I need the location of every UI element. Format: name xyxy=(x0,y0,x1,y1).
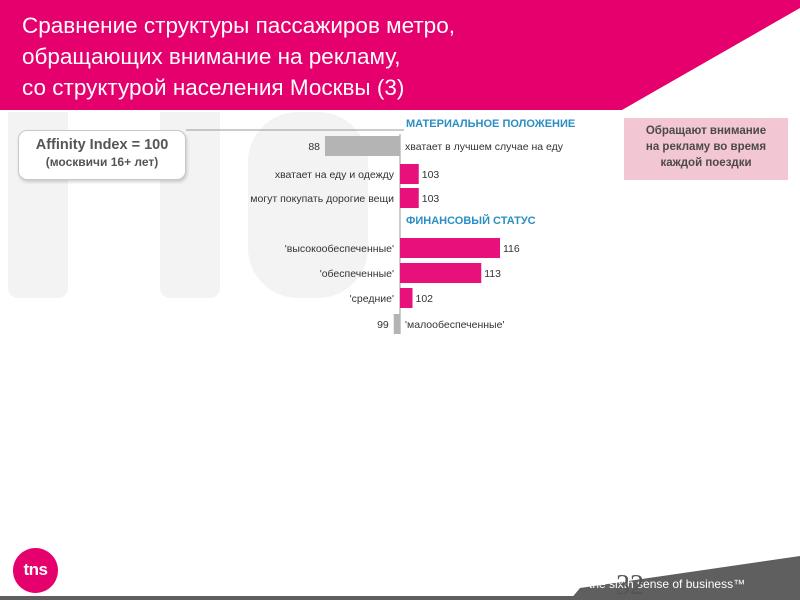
title-line: Сравнение структуры пассажиров метро, xyxy=(22,13,455,38)
bar xyxy=(325,136,400,156)
tns-logo: tns xyxy=(13,548,58,593)
value-label: 99 xyxy=(377,319,389,331)
category-label: 'высокообеспеченные' xyxy=(285,243,394,255)
value-label: 103 xyxy=(422,193,440,205)
affinity-bar-chart: МАТЕРИАЛЬНОЕ ПОЛОЖЕНИЕ хватает в лучшем с… xyxy=(186,118,575,334)
bar xyxy=(400,188,419,208)
title-line: со структурой населения Москвы (3) xyxy=(22,75,405,100)
title-line: обращающих внимание на рекламу, xyxy=(22,44,401,69)
bar xyxy=(400,164,419,184)
page-number: 32 xyxy=(616,570,644,601)
header-band xyxy=(0,0,800,110)
category-label: могут покупать дорогие вещи xyxy=(250,193,394,205)
value-label: 103 xyxy=(422,169,440,181)
section-heading: ФИНАНСОВЫЙ СТАТУС xyxy=(406,214,536,227)
audience-note: Обращают внимание на рекламу во время ка… xyxy=(624,118,788,180)
category-label: хватает на еду и одежду xyxy=(275,169,395,181)
affinity-index-box: Affinity Index = 100 (москвичи 16+ лет) xyxy=(18,130,186,180)
category-label: 'обеспеченные' xyxy=(320,268,394,280)
bar xyxy=(400,263,482,283)
page-title: Сравнение структуры пассажиров метро, об… xyxy=(22,10,622,103)
footer-band xyxy=(0,556,800,600)
value-label: 116 xyxy=(503,243,520,255)
category-label: 'малообеспеченные' xyxy=(405,319,504,331)
footer-tagline: the sixth sense of business™ xyxy=(589,577,746,591)
bar xyxy=(393,314,400,334)
value-label: 88 xyxy=(308,141,320,153)
note-line: каждой поездки xyxy=(660,157,752,169)
bar xyxy=(400,238,500,258)
section-heading: МАТЕРИАЛЬНОЕ ПОЛОЖЕНИЕ xyxy=(406,118,575,130)
affinity-population-label: (москвичи 16+ лет) xyxy=(45,155,159,169)
bar xyxy=(400,288,413,308)
affinity-index-label: Affinity Index = 100 xyxy=(35,137,169,153)
value-label: 102 xyxy=(416,293,434,305)
value-label: 113 xyxy=(484,268,501,280)
category-label: 'средние' xyxy=(350,293,394,305)
category-label: хватает в лучшем случае на еду xyxy=(405,141,564,153)
note-line: Обращают внимание xyxy=(645,125,767,137)
note-line: на рекламу во время xyxy=(645,141,767,153)
